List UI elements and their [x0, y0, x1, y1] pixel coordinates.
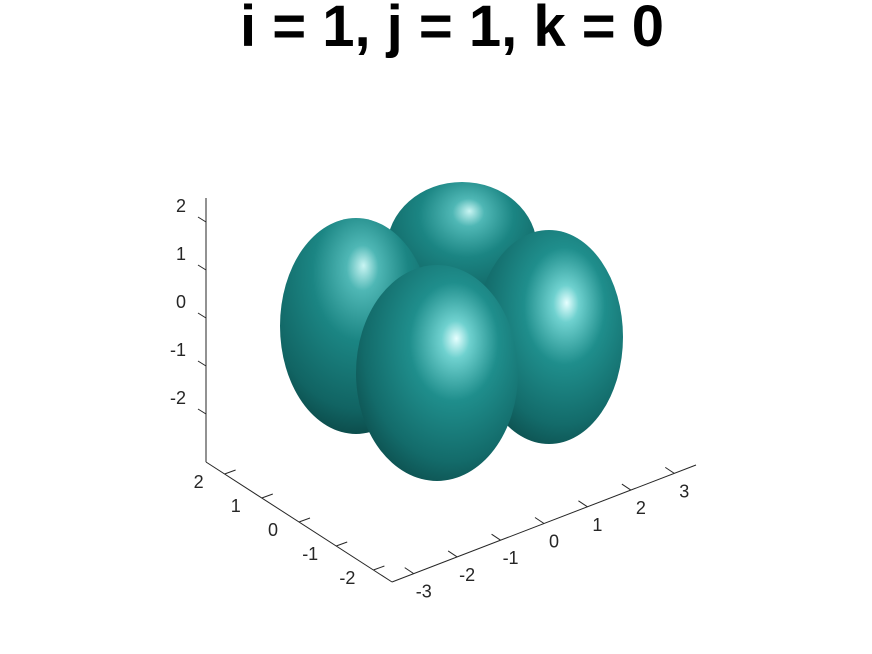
z-tick	[197, 360, 207, 367]
x-tick	[404, 567, 414, 575]
x-tick	[447, 550, 458, 558]
axes: -3 -2 -1 0 1 2 3 -2 -1 0 1 2 -2 -1 0 1 2	[170, 196, 697, 602]
lobe-front	[356, 265, 518, 481]
x-tick-label: -3	[416, 582, 432, 602]
x-tick	[578, 500, 588, 508]
x-tick-label: 0	[549, 532, 559, 552]
x-tick	[621, 483, 632, 491]
x-tick	[534, 517, 545, 524]
z-tick-label: 2	[176, 196, 186, 216]
y-tick-label: -2	[339, 568, 355, 588]
y-tick	[261, 493, 273, 499]
z-tick-label: -1	[170, 340, 186, 360]
x-tick	[491, 533, 501, 541]
z-tick-label: 0	[176, 292, 186, 312]
z-tick	[197, 216, 207, 223]
y-tick	[373, 565, 385, 571]
y-tick	[298, 517, 311, 523]
chart-title: i = 1, j = 1, k = 0	[240, 0, 664, 59]
axis-ticks: -3 -2 -1 0 1 2 3 -2 -1 0 1 2 -2 -1 0 1 2	[170, 196, 689, 602]
x-tick-label: 1	[592, 515, 602, 535]
z-tick-label: 1	[176, 244, 186, 264]
y-tick-label: 1	[231, 496, 241, 516]
y-tick	[336, 541, 348, 547]
z-tick	[197, 264, 207, 271]
z-tick-label: -2	[170, 388, 186, 408]
y-tick-label: 2	[194, 472, 204, 492]
x-tick-label: -2	[459, 565, 475, 585]
x-tick	[665, 466, 675, 474]
y-tick	[224, 469, 236, 475]
y-tick-label: -1	[302, 544, 318, 564]
z-tick	[197, 408, 207, 415]
y-tick-label: 0	[268, 520, 278, 540]
surface	[280, 182, 623, 481]
x-tick-label: 3	[679, 481, 689, 501]
z-tick	[197, 312, 207, 319]
x-tick-label: -1	[503, 548, 519, 568]
x-tick-label: 2	[636, 498, 646, 518]
